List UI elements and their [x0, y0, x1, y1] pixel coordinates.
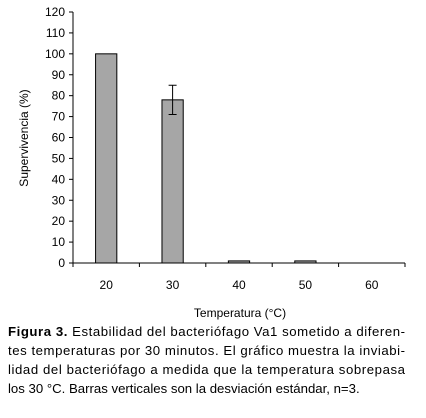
y-axis-title: Supervivencia (%): [17, 89, 31, 186]
bar: [227, 260, 251, 264]
x-tick-label: 30: [166, 278, 180, 292]
error-bar: [168, 84, 177, 115]
caption-line: Figura 3. Estabilidad del bacteriófago V…: [8, 324, 405, 339]
caption-line: tes temperaturas por 30 minutos. El gráf…: [8, 343, 405, 358]
bar: [161, 99, 184, 264]
bar: [294, 260, 317, 264]
caption-line: los 30 °C. Barras verticales son la desv…: [8, 381, 360, 396]
y-tick-label: 70: [52, 110, 66, 124]
bar: [95, 53, 118, 264]
x-tick-label: 50: [299, 278, 313, 292]
y-tick-label: 80: [52, 89, 66, 103]
y-tick-label: 50: [52, 151, 66, 165]
caption-text: Estabilidad del bacteriófago Va1 sometid…: [68, 324, 405, 339]
caption-line: lidad del bacteriófago a medida que la t…: [8, 362, 406, 377]
x-tick-label: 40: [232, 278, 246, 292]
y-tick-label: 90: [52, 68, 66, 82]
x-tick-label: 60: [365, 278, 379, 292]
x-tick-label: 20: [100, 278, 114, 292]
y-tick-label: 100: [45, 47, 65, 61]
y-tick-label: 20: [52, 214, 66, 228]
x-axis-title: Temperatura (°C): [194, 306, 286, 320]
y-tick-label: 120: [45, 5, 65, 19]
y-tick-label: 60: [52, 131, 66, 145]
caption-label: Figura 3.: [8, 324, 67, 339]
y-tick-label: 10: [52, 235, 66, 249]
y-tick-label: 30: [52, 193, 66, 207]
y-tick-label: 0: [58, 256, 65, 270]
y-tick-label: 40: [52, 172, 66, 186]
y-tick-label: 110: [46, 26, 65, 40]
